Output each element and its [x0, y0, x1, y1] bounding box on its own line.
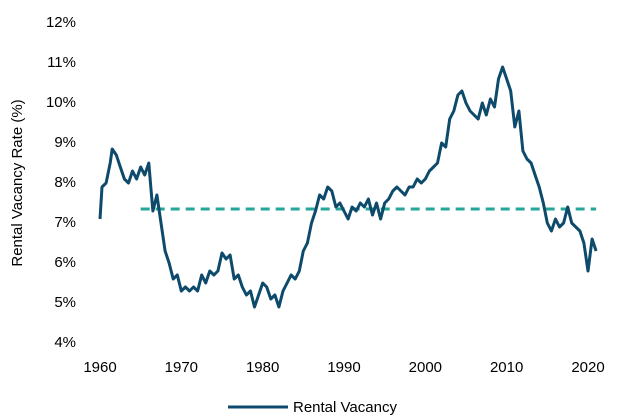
x-tick-label: 2000	[409, 359, 442, 376]
legend-label: Rental Vacancy	[293, 399, 397, 416]
y-tick-label: 4%	[54, 334, 76, 351]
y-tick-label: 9%	[54, 134, 76, 151]
x-tick-label: 1990	[327, 359, 360, 376]
x-tick-label: 1960	[83, 359, 116, 376]
x-tick-label: 1970	[165, 359, 198, 376]
y-tick-label: 8%	[54, 174, 76, 191]
x-tick-label: 2020	[571, 359, 604, 376]
y-tick-label: 7%	[54, 214, 76, 231]
y-tick-label: 6%	[54, 254, 76, 271]
y-tick-label: 12%	[46, 14, 76, 31]
series-line	[98, 65, 598, 309]
y-tick-label: 11%	[47, 54, 76, 71]
x-tick-label: 2010	[490, 359, 523, 376]
y-tick-label: 5%	[54, 294, 76, 311]
y-tick-label: 10%	[46, 94, 76, 111]
y-axis-label: Rental Vacancy Rate (%)	[9, 99, 26, 266]
x-tick-label: 1980	[246, 359, 279, 376]
